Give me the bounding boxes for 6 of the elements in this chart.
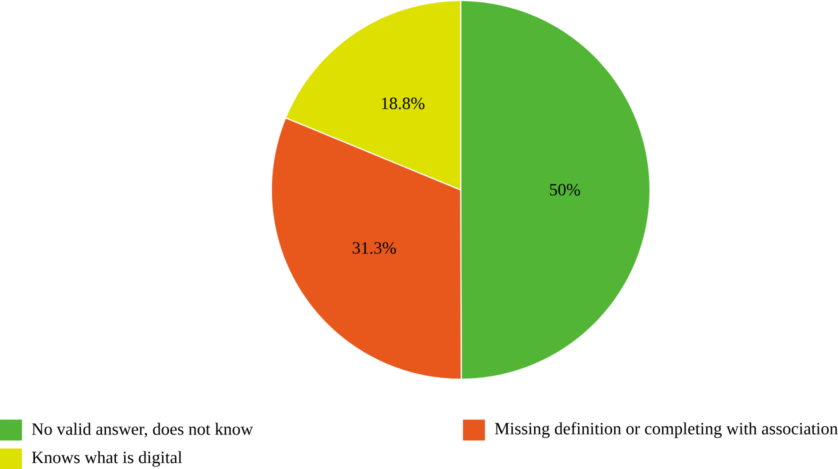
data-label: 50% [550,184,580,196]
legend-label: No valid answer, does not know [32,422,253,438]
data-label: 18.8% [382,97,424,110]
legend-label: Knows what is digital [32,450,182,467]
legend-label: Missing definition or completing with association [494,422,838,438]
data-label: 31.3% [352,242,396,254]
